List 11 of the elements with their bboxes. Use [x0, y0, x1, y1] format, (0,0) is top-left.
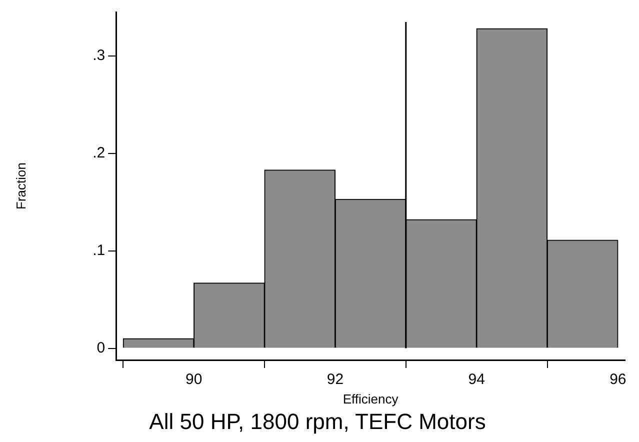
text: All 50 HP, 1800 rpm, TEFC Motors: [149, 408, 486, 434]
y-tick-label: .3: [92, 47, 106, 64]
x-tick-label: 94: [468, 371, 485, 388]
y-axis-title: Fraction: [13, 162, 28, 210]
x-axis-title: Efficiency: [342, 391, 399, 406]
y-tick-label: 0: [96, 339, 106, 356]
x-tick-label: 92: [326, 371, 344, 388]
y-tick-label: .1: [92, 242, 106, 259]
y-tick-label: .2: [92, 144, 106, 162]
x-tick-label: 90: [186, 371, 202, 388]
x-tick-label: 96: [610, 371, 626, 388]
